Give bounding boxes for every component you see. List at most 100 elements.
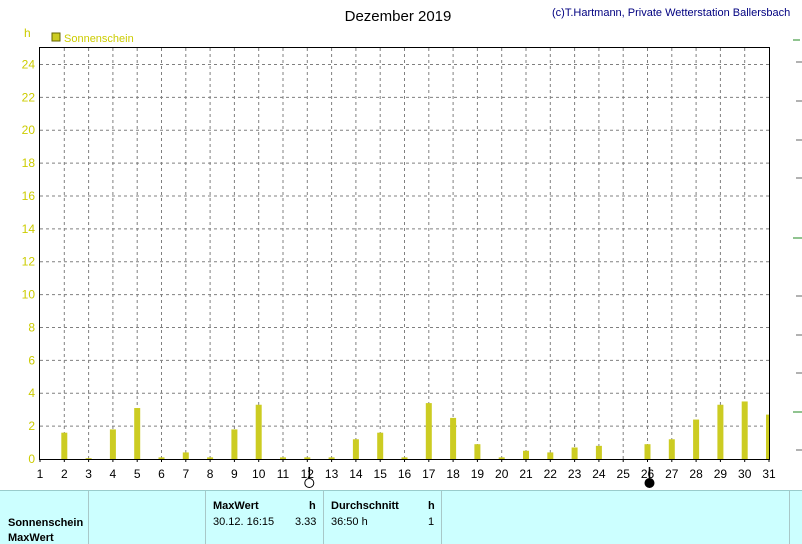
x-tick-label: 29 (714, 467, 728, 481)
x-tick-label: 20 (495, 467, 509, 481)
average-header: Durchschnitt (331, 500, 399, 512)
maxwert-value: 3.33 (295, 516, 317, 528)
legend-label: Sonnenschein (64, 33, 134, 45)
sunshine-bar (595, 445, 602, 459)
average-count: 1 (428, 516, 435, 528)
sunshine-bar (207, 457, 214, 459)
panel-divider (88, 491, 89, 544)
y-axis-label: h (24, 26, 31, 40)
sunshine-chart: Dezember 2019 (c)T.Hartmann, Private Wet… (22, 7, 802, 488)
x-tick-label: 7 (182, 467, 189, 481)
sunshine-bar (668, 439, 675, 459)
sunshine-bar (182, 452, 189, 459)
x-tick-label: 25 (617, 467, 631, 481)
sunshine-bar (766, 414, 769, 459)
stats-panel: MaxWert h Durchschnitt h Sonnenschein 30… (0, 490, 802, 544)
row-label-maxwert: MaxWert (8, 532, 54, 544)
right-edge-fragments (793, 39, 802, 451)
sunshine-bar (377, 432, 384, 459)
x-tick-label: 10 (252, 467, 266, 481)
x-tick-label: 2 (61, 467, 68, 481)
sunshine-bar (109, 429, 116, 459)
grid (40, 48, 769, 459)
y-tick-label: 8 (28, 320, 35, 334)
full-moon-icon (304, 478, 315, 488)
panel-divider (323, 491, 324, 544)
sunshine-bar (304, 457, 311, 459)
maxwert-time: 30.12. 16:15 (213, 516, 275, 528)
sunshine-bar (450, 417, 457, 459)
y-tick-label: 2 (28, 419, 35, 433)
y-tick-label: 0 (28, 452, 35, 466)
x-tick-label: 12 (301, 467, 315, 481)
average-unit: h (428, 500, 435, 512)
x-tick-label: 18 (446, 467, 460, 481)
y-tick-label: 10 (22, 288, 36, 302)
y-tick-label: 4 (28, 386, 35, 400)
x-tick-label: 22 (544, 467, 558, 481)
panel-divider (441, 491, 442, 544)
sunshine-bar (255, 404, 262, 459)
x-tick-label: 28 (689, 467, 703, 481)
y-tick-label: 24 (22, 57, 36, 71)
average-value: 36:50 h (331, 516, 368, 528)
x-tick-label: 1 (37, 467, 44, 481)
chart-title: Dezember 2019 (345, 8, 452, 25)
sunshine-bar (474, 444, 481, 459)
x-ticks: 1 2 3 4 5 6 7 8 9 10 11 12 13 14 15 16 17 18 19 20 21 22 23 24 2… (37, 459, 776, 481)
sunshine-bar (547, 452, 554, 459)
sunshine-bar (328, 457, 335, 459)
x-tick-label: 17 (422, 467, 436, 481)
x-tick-label: 13 (325, 467, 339, 481)
sunshine-bar (61, 432, 68, 459)
x-tick-label: 4 (110, 467, 117, 481)
sunshine-bar (717, 404, 724, 459)
x-tick-label: 6 (158, 467, 165, 481)
sunshine-bar (280, 457, 286, 459)
x-tick-label: 19 (471, 467, 485, 481)
x-tick-label: 26 (641, 467, 655, 481)
sunshine-bar (401, 457, 408, 459)
y-tick-label: 6 (28, 353, 35, 367)
x-tick-label: 21 (519, 467, 533, 481)
sunshine-bar (523, 450, 529, 459)
y-tick-label: 18 (22, 156, 36, 170)
x-tick-label: 16 (398, 467, 412, 481)
sunshine-bar (693, 419, 700, 459)
panel-divider (789, 491, 790, 544)
bars (61, 401, 769, 459)
row-label-sunshine: Sonnenschein (8, 517, 84, 529)
x-tick-label: 9 (231, 467, 238, 481)
panel-divider (205, 491, 206, 544)
sunshine-bar (158, 457, 165, 459)
sunshine-bar (498, 457, 505, 459)
sunshine-bar (231, 429, 238, 459)
copyright-text: (c)T.Hartmann, Private Wetterstation Bal… (552, 7, 790, 19)
sunshine-bar (352, 439, 359, 459)
maxwert-unit: h (309, 500, 316, 512)
x-tick-label: 11 (277, 467, 290, 481)
x-tick-label: 5 (134, 467, 141, 481)
sunshine-bar (741, 401, 748, 459)
x-tick-label: 15 (374, 467, 388, 481)
maxwert-header: MaxWert (213, 500, 259, 512)
y-tick-label: 12 (22, 255, 36, 269)
sunshine-bar (134, 408, 141, 459)
sunshine-bar (85, 458, 92, 459)
moon-phases (304, 467, 655, 488)
x-tick-label: 27 (665, 467, 679, 481)
y-tick-label: 20 (22, 123, 36, 137)
plot-frame (39, 47, 770, 460)
y-tick-label: 22 (22, 90, 36, 104)
y-tick-label: 16 (22, 189, 36, 203)
sunshine-bar (571, 447, 578, 459)
x-tick-label: 8 (207, 467, 214, 481)
x-tick-label: 30 (738, 467, 752, 481)
x-tick-label: 24 (592, 467, 606, 481)
sunshine-bar (644, 444, 651, 459)
y-tick-label: 14 (22, 222, 36, 236)
new-moon-icon (644, 478, 655, 488)
x-tick-label: 23 (568, 467, 582, 481)
x-tick-label: 3 (85, 467, 92, 481)
